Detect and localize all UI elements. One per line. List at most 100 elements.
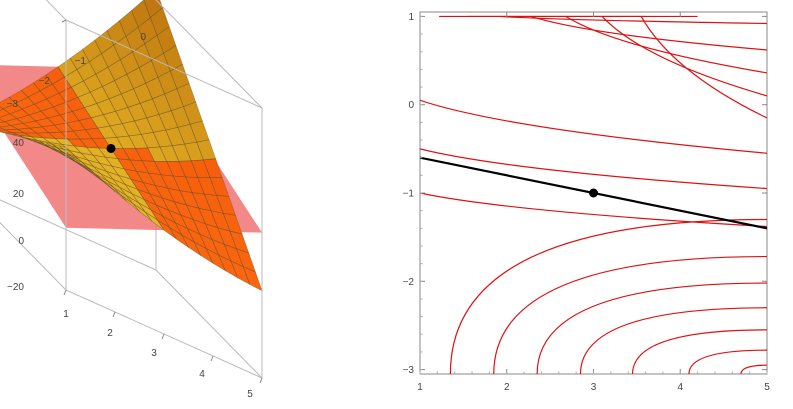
mesh-cell <box>169 63 190 90</box>
mesh-cell <box>177 123 198 145</box>
x-tick-label-5: 5 <box>764 382 770 393</box>
surface-patch <box>80 152 100 164</box>
contour-line-upper <box>640 16 767 119</box>
overlap-patch <box>162 197 181 216</box>
mesh-cell <box>156 26 177 54</box>
box-front-edges <box>45 0 263 379</box>
surface-patch <box>99 163 119 176</box>
surface-patch <box>77 92 97 108</box>
mesh-cell <box>229 230 250 254</box>
overlap-patch <box>229 231 249 254</box>
surface-patch <box>58 151 78 163</box>
mesh-cell <box>235 248 256 273</box>
mesh-cell <box>15 96 36 110</box>
surface-patch <box>122 120 142 137</box>
mesh-cell <box>184 141 204 162</box>
y-tick-label-neg1: −1 <box>75 56 87 67</box>
mesh-cell <box>27 90 48 105</box>
overlap-patch <box>12 132 31 137</box>
surface-patch <box>153 130 173 147</box>
surface-patch <box>127 103 147 121</box>
mesh-cell <box>33 98 54 112</box>
surface-patch <box>74 145 94 156</box>
mesh-cell <box>133 82 153 104</box>
overlap-patch <box>78 117 98 130</box>
mesh-cell <box>150 209 170 228</box>
overlap-patch <box>154 161 174 176</box>
overlap-patch <box>230 260 250 285</box>
mesh-cell <box>164 88 184 112</box>
y-tick-mark <box>61 19 67 23</box>
overlap-patch <box>79 138 99 148</box>
surface-patch <box>101 179 121 195</box>
mesh-cell <box>101 179 121 195</box>
mesh-cell <box>139 98 160 119</box>
overlap-patch <box>137 189 157 206</box>
mesh-cell <box>83 73 103 93</box>
mesh-cell <box>146 114 167 133</box>
mesh-cell <box>30 136 50 143</box>
overlap-patch <box>0 121 11 128</box>
mesh-cell <box>96 98 117 116</box>
mesh-cell <box>136 188 158 206</box>
y-tick-label-neg3: −3 <box>7 99 19 110</box>
overlap-patch <box>194 242 213 264</box>
overlap-patch <box>10 109 29 119</box>
surface-patch <box>30 136 50 143</box>
mesh-cell <box>159 145 180 162</box>
mesh-cell <box>60 130 81 140</box>
box-edge-right-bottom <box>155 269 263 379</box>
surface-patch <box>126 195 146 212</box>
contour-line-upper <box>498 15 767 25</box>
axis-ticks-2d <box>419 12 768 374</box>
surface-patch <box>145 77 165 99</box>
surface-patch <box>114 187 133 204</box>
mesh-cell <box>38 142 58 152</box>
overlap-patch <box>35 118 55 127</box>
surface-patch <box>143 0 163 18</box>
mesh-cell <box>79 138 100 149</box>
surface-patch <box>177 124 197 145</box>
mesh-cell <box>151 93 172 115</box>
mesh-cell <box>174 221 195 243</box>
mesh-cell <box>19 136 39 144</box>
mesh-cell <box>120 194 140 212</box>
mesh-cell <box>163 45 183 72</box>
overlap-patch <box>217 227 237 249</box>
mesh-cell <box>153 160 174 177</box>
mesh-cell <box>45 142 66 154</box>
overlap-patch <box>192 192 211 211</box>
mesh-cell <box>191 192 212 212</box>
surface-patch <box>119 10 139 37</box>
mesh-cell <box>56 147 76 157</box>
mesh-cell <box>190 159 211 179</box>
surface-patch <box>170 64 190 89</box>
surface-patch <box>107 180 127 196</box>
mesh-cell <box>58 86 79 103</box>
surface-patch <box>43 137 62 145</box>
mesh-cell <box>102 110 123 127</box>
mesh-cell <box>180 214 201 235</box>
surface-patch <box>112 166 131 180</box>
overlap-patch <box>24 132 44 138</box>
mesh-cell <box>209 177 230 197</box>
contour-line-lower <box>740 364 767 374</box>
mesh-cell <box>45 66 66 85</box>
surface-patch <box>151 53 171 78</box>
surface-patch <box>120 194 140 212</box>
surface-patch <box>96 98 116 115</box>
surface-patch <box>64 69 84 88</box>
surface-patch <box>125 184 145 200</box>
surface-patch <box>71 80 91 98</box>
surface-patch <box>81 162 101 174</box>
mesh-cell <box>48 131 69 140</box>
mesh-cell <box>116 135 136 149</box>
surface-patch <box>65 153 84 167</box>
surface-patch <box>157 26 176 54</box>
mesh-cell <box>103 136 124 149</box>
overlap-patch <box>33 74 53 91</box>
overlap-patch <box>85 128 105 139</box>
mesh-cell <box>113 187 134 204</box>
mesh-cell <box>192 219 213 240</box>
surface-patch <box>98 147 118 159</box>
